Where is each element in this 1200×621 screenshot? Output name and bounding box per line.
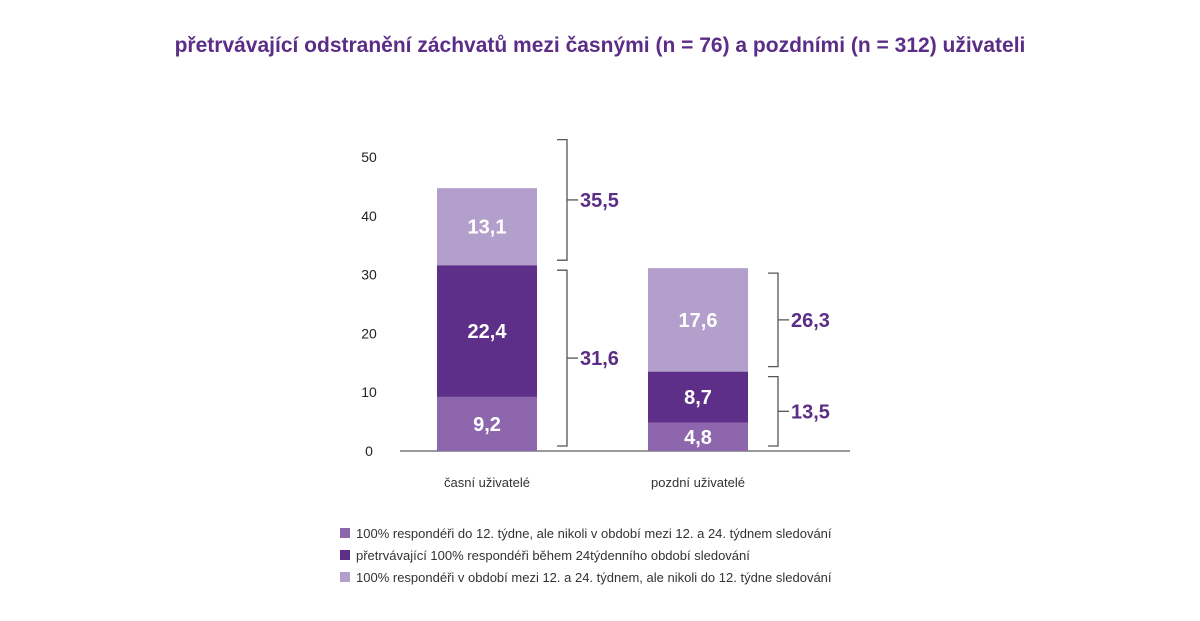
bar-data-label: 9,2 <box>473 414 501 436</box>
bar-data-label: 13,1 <box>468 217 507 239</box>
chart-legend: 100% respondéři do 12. týdne, ale nikoli… <box>340 522 832 588</box>
legend-item: 100% respondéři v období mezi 12. a 24. … <box>340 566 832 588</box>
legend-label: přetrvávající 100% respondéři během 24tý… <box>356 547 750 563</box>
bar-segment <box>648 371 748 423</box>
bar-segment <box>648 268 748 372</box>
bar-data-label: 4,8 <box>684 427 712 449</box>
y-tick-label: 10 <box>361 384 377 400</box>
bracket-label: 13,5 <box>791 401 830 423</box>
bracket <box>557 269 568 447</box>
bracket <box>557 139 568 261</box>
bar-segment <box>437 188 537 266</box>
y-tick-label: 40 <box>361 208 377 224</box>
bracket-label: 35,5 <box>580 190 619 212</box>
chart-title: přetrvávající odstranění záchvatů mezi č… <box>174 34 1026 57</box>
x-category-label: časní uživatelé <box>444 475 530 490</box>
bar-segment <box>437 396 537 451</box>
y-tick-label: 50 <box>361 149 377 165</box>
legend-swatch <box>340 572 350 582</box>
bracket-label: 31,6 <box>580 348 619 370</box>
y-tick-label: 30 <box>361 267 377 283</box>
y-tick-label: 20 <box>361 325 377 341</box>
bracket-label: 26,3 <box>791 310 830 332</box>
bar-data-label: 22,4 <box>468 321 508 343</box>
x-category-label: pozdní uživatelé <box>651 475 745 490</box>
legend-label: 100% respondéři do 12. týdne, ale nikoli… <box>356 525 832 541</box>
bar-data-label: 17,6 <box>679 310 718 332</box>
bracket <box>768 272 779 368</box>
legend-item: 100% respondéři do 12. týdne, ale nikoli… <box>340 522 832 544</box>
bar-data-label: 8,7 <box>684 387 712 409</box>
bar-segment <box>648 422 748 451</box>
bar-segment <box>437 265 537 397</box>
y-tick-label: 0 <box>365 443 373 459</box>
bracket <box>768 375 779 447</box>
legend-item: přetrvávající 100% respondéři během 24tý… <box>340 544 832 566</box>
legend-swatch <box>340 550 350 560</box>
legend-label: 100% respondéři v období mezi 12. a 24. … <box>356 569 832 585</box>
legend-swatch <box>340 528 350 538</box>
